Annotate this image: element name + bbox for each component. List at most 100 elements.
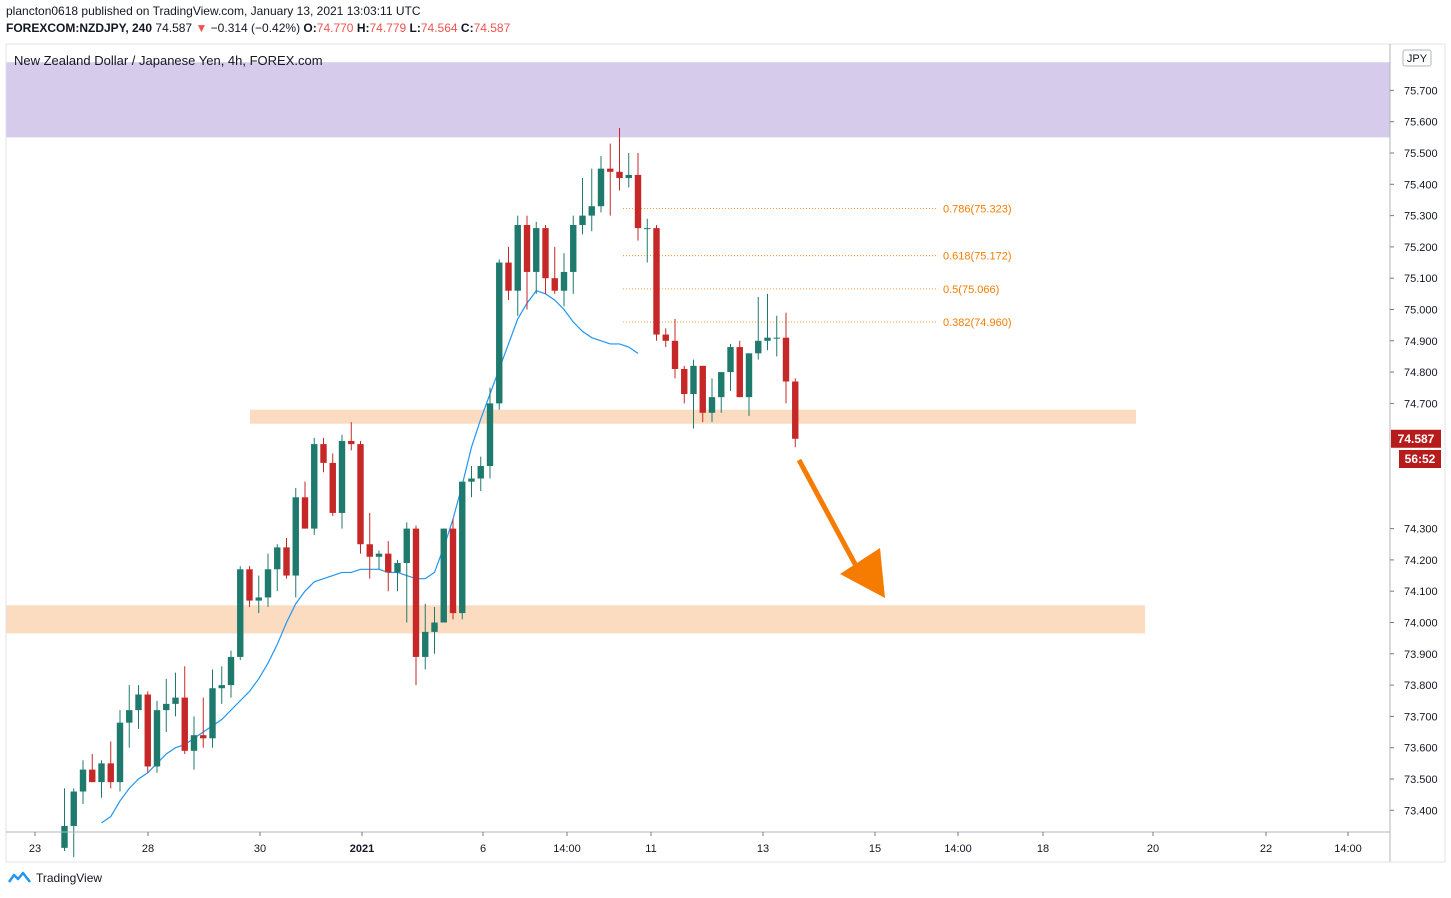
candle-body — [773, 337, 780, 339]
candle-body — [607, 168, 614, 172]
candle-body — [98, 763, 105, 783]
candle-body — [745, 353, 753, 398]
candle-body — [727, 347, 734, 373]
candle-body — [172, 697, 179, 704]
candle-body — [634, 174, 642, 229]
candle — [496, 259, 503, 410]
candle-body — [597, 168, 605, 207]
candle — [792, 378, 799, 448]
candle-body — [163, 703, 170, 711]
candle — [348, 422, 355, 451]
candle — [551, 246, 558, 294]
candle — [89, 753, 96, 783]
candle — [301, 481, 309, 529]
last-price-label: 74.587 — [1398, 432, 1435, 446]
currency-badge-label: JPY — [1407, 53, 1428, 65]
price-axis[interactable]: 75.700 75.600 75.500 75.400 75.300 75.200 75.1… — [1390, 85, 1438, 817]
candle-body — [283, 547, 290, 576]
time-tick-label: 6 — [480, 843, 486, 855]
candle — [153, 700, 161, 773]
candle-body — [449, 528, 457, 614]
last-price-tag — [1391, 429, 1441, 448]
footer-brand[interactable]: TradingView — [8, 871, 102, 885]
candle-body — [588, 206, 595, 216]
candle — [394, 559, 401, 592]
candle — [357, 440, 364, 554]
candle-body — [486, 403, 494, 466]
arrow-head — [840, 548, 885, 598]
candle — [588, 168, 595, 232]
time-tick-label: 22 — [1260, 843, 1272, 855]
price-value: 74.587 — [155, 21, 193, 35]
candle-body — [385, 553, 392, 573]
price-tick-label: 74.000 — [1404, 618, 1438, 630]
candle — [745, 353, 753, 416]
time-tick-label: 2021 — [350, 843, 374, 855]
candle-body — [431, 622, 438, 632]
candle-body — [357, 444, 364, 545]
candle-body — [218, 685, 225, 689]
candle-body — [412, 528, 420, 657]
candle — [477, 456, 484, 492]
price-tick-label: 73.600 — [1404, 743, 1438, 755]
candle-body — [718, 372, 725, 398]
time-tick-label: 14:00 — [553, 843, 581, 855]
candle-body — [755, 340, 762, 354]
price-tick-label: 73.500 — [1404, 774, 1438, 786]
candle — [625, 153, 632, 188]
candle-body — [468, 478, 475, 482]
publish-info: plancton0618 published on TradingView.co… — [6, 3, 510, 20]
candle — [597, 156, 605, 213]
zone-supply — [6, 62, 1390, 138]
price-tick-label: 75.600 — [1404, 117, 1438, 129]
price-tick-label: 74.700 — [1404, 398, 1438, 410]
price-tick-label: 75.500 — [1404, 148, 1438, 160]
candle-body — [320, 444, 327, 463]
price-tick-label: 75.400 — [1404, 179, 1438, 191]
candle-body — [200, 735, 207, 739]
candle-body — [329, 462, 336, 513]
candle — [116, 710, 124, 792]
candle-body — [708, 397, 716, 413]
ohlc-line: FOREXCOM:NZDJPY, 240 74.587 ▼ −0.314 (−0… — [6, 20, 510, 37]
price-tick-label: 74.300 — [1404, 524, 1438, 536]
candle-body — [246, 569, 253, 601]
tradingview-logo-icon — [8, 871, 31, 883]
candle — [764, 293, 771, 351]
price-tick-label: 75.700 — [1404, 85, 1438, 97]
candle-body — [625, 174, 632, 179]
candle — [190, 716, 198, 770]
time-tick-label: 11 — [645, 843, 656, 855]
candle — [560, 253, 568, 307]
candle — [246, 566, 253, 607]
candle — [699, 365, 706, 423]
down-arrow-icon: ▼ — [195, 21, 208, 35]
candle — [570, 215, 577, 294]
candle-body — [79, 769, 87, 792]
time-tick-label: 14:00 — [1334, 843, 1362, 855]
candle — [514, 215, 521, 316]
candle-body — [144, 694, 151, 767]
candle-body — [126, 710, 133, 723]
candle — [292, 487, 299, 598]
time-axis[interactable]: 23 28 30 2021 6 14:00 11 13 15 14:00 18 20 22 14:00 — [29, 832, 1362, 855]
price-tick-label: 75.200 — [1404, 242, 1438, 254]
candle-body — [301, 497, 309, 529]
candle — [403, 522, 410, 623]
low-label: L: — [409, 21, 421, 35]
candle-body — [662, 334, 669, 341]
candle-body — [514, 224, 521, 291]
candle — [644, 218, 651, 263]
candle — [218, 666, 225, 704]
candle — [681, 365, 688, 404]
candle — [505, 246, 512, 301]
bearish-projection-arrow[interactable] — [796, 458, 885, 598]
candle-body — [237, 569, 244, 657]
low-value: 74.564 — [420, 21, 458, 35]
publish-text: plancton0618 published on TradingView.co… — [6, 4, 421, 18]
candle — [311, 437, 318, 535]
time-tick-label: 30 — [254, 843, 266, 855]
currency-badge[interactable] — [1402, 49, 1432, 67]
open-label: O: — [303, 21, 317, 35]
